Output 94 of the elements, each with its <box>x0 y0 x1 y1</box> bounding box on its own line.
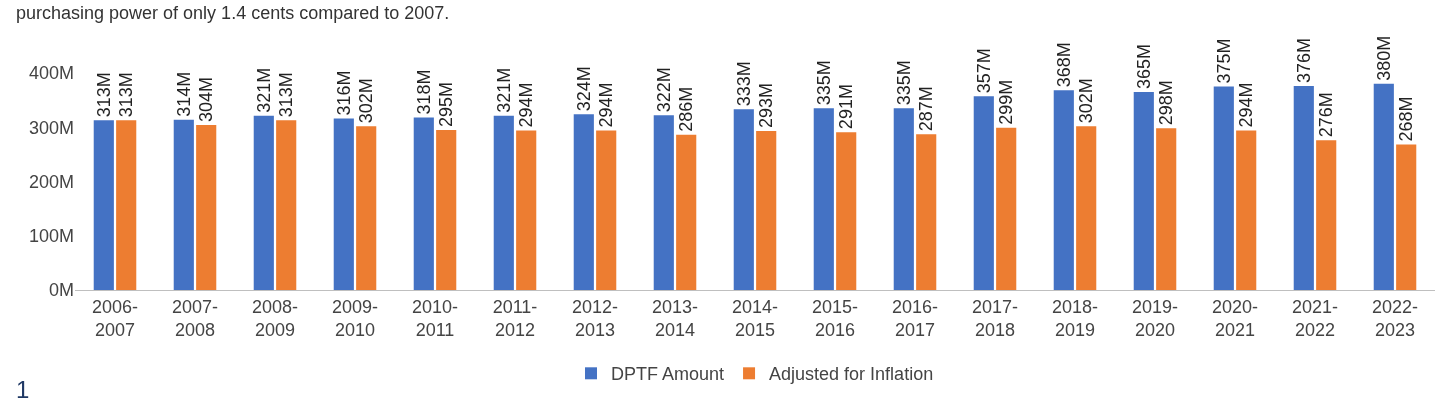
bar <box>333 118 354 290</box>
data-label: 302M <box>356 78 377 124</box>
data-label: 302M <box>1076 78 1097 124</box>
x-tick-label: 2008-2009 <box>251 296 299 340</box>
data-label: 313M <box>116 72 137 118</box>
bar <box>356 126 377 290</box>
data-label: 357M <box>973 48 994 94</box>
bar <box>1053 90 1074 290</box>
bar <box>596 130 617 290</box>
data-label: 313M <box>93 72 114 118</box>
bar <box>1133 91 1154 290</box>
bar <box>1076 126 1097 290</box>
bar <box>93 120 114 290</box>
bar <box>836 132 857 290</box>
data-label: 299M <box>996 79 1017 125</box>
x-tick-label: 2016-2017 <box>891 296 939 340</box>
bar <box>916 134 937 290</box>
data-label: 268M <box>1396 96 1417 142</box>
x-tick-label: 2021-2022 <box>1291 296 1339 340</box>
data-label: 313M <box>276 72 297 118</box>
x-tick-label: 2018-2019 <box>1051 296 1099 340</box>
x-tick-label: 2007-2008 <box>171 296 219 340</box>
x-tick-label: 2014-2015 <box>731 296 779 340</box>
data-label: 333M <box>733 61 754 107</box>
data-label: 295M <box>436 81 457 127</box>
bar <box>1396 144 1417 290</box>
data-label: 365M <box>1133 43 1154 89</box>
x-tick-label: 2009-2010 <box>331 296 379 340</box>
bar <box>973 96 994 290</box>
data-label: 321M <box>493 67 514 113</box>
bar <box>733 109 754 290</box>
bar <box>173 119 194 290</box>
bar <box>756 131 777 290</box>
data-label: 380M <box>1373 35 1394 81</box>
bar <box>893 108 914 290</box>
bar <box>493 115 514 290</box>
data-label: 376M <box>1293 37 1314 84</box>
y-tick-label: 200M <box>28 171 74 192</box>
text: 1 <box>16 376 30 403</box>
bar <box>1293 86 1314 290</box>
data-label: 335M <box>813 60 834 106</box>
y-tick-label: 300M <box>28 117 74 138</box>
bar <box>573 114 594 290</box>
bar <box>1316 140 1337 290</box>
data-label: 276M <box>1316 92 1337 138</box>
bar <box>996 127 1017 290</box>
bar <box>1236 130 1257 290</box>
data-label: 291M <box>836 84 857 130</box>
data-label: 316M <box>333 70 354 116</box>
x-tick-label: 2010-2011 <box>411 296 459 340</box>
x-tick-label: 2006-2007 <box>91 296 139 340</box>
legend-label: DPTF Amount <box>611 364 725 385</box>
data-label: 314M <box>173 71 194 117</box>
data-label: 294M <box>1236 82 1257 128</box>
x-tick-label: 2022-2023 <box>1371 296 1419 340</box>
data-label: 375M <box>1213 38 1234 84</box>
data-label: 324M <box>573 66 594 112</box>
data-label: 318M <box>413 69 434 115</box>
x-tick-label: 2020-2021 <box>1211 296 1259 340</box>
bar <box>1213 86 1234 290</box>
bar <box>813 108 834 290</box>
bar <box>1373 83 1394 290</box>
data-label: 321M <box>253 67 274 113</box>
bar <box>253 115 274 290</box>
data-label: 298M <box>1156 80 1177 126</box>
bar <box>516 130 537 290</box>
bar <box>676 134 697 290</box>
y-tick-label: 100M <box>28 226 74 247</box>
y-tick-label: 0M <box>48 280 74 301</box>
data-label: 304M <box>196 77 217 123</box>
legend-label: Adjusted for Inflation <box>769 364 934 385</box>
data-label: 294M <box>596 82 617 128</box>
text: purchasing power of only 1.4 cents compared to 2007. <box>16 3 450 23</box>
data-label: 286M <box>676 86 697 132</box>
x-tick-label: 2015-2016 <box>811 296 859 340</box>
x-tick-label: 2017-2018 <box>971 296 1019 340</box>
data-label: 368M <box>1053 42 1074 88</box>
data-label: 293M <box>756 83 777 129</box>
bar <box>653 115 674 290</box>
x-tick-label: 2011-2012 <box>492 296 538 340</box>
y-tick-label: 400M <box>28 63 74 84</box>
data-label: 335M <box>893 60 914 106</box>
x-tick-label: 2019-2020 <box>1131 296 1179 340</box>
bar <box>413 117 434 290</box>
data-label: 322M <box>653 67 674 113</box>
bar <box>196 125 217 290</box>
x-tick-label: 2013-2014 <box>651 296 699 340</box>
data-label: 294M <box>516 82 537 128</box>
bar <box>276 120 297 290</box>
bar <box>1156 128 1177 290</box>
bar <box>116 120 137 290</box>
bar <box>436 129 457 290</box>
x-tick-label: 2012-2013 <box>571 296 619 340</box>
data-label: 287M <box>916 86 937 132</box>
